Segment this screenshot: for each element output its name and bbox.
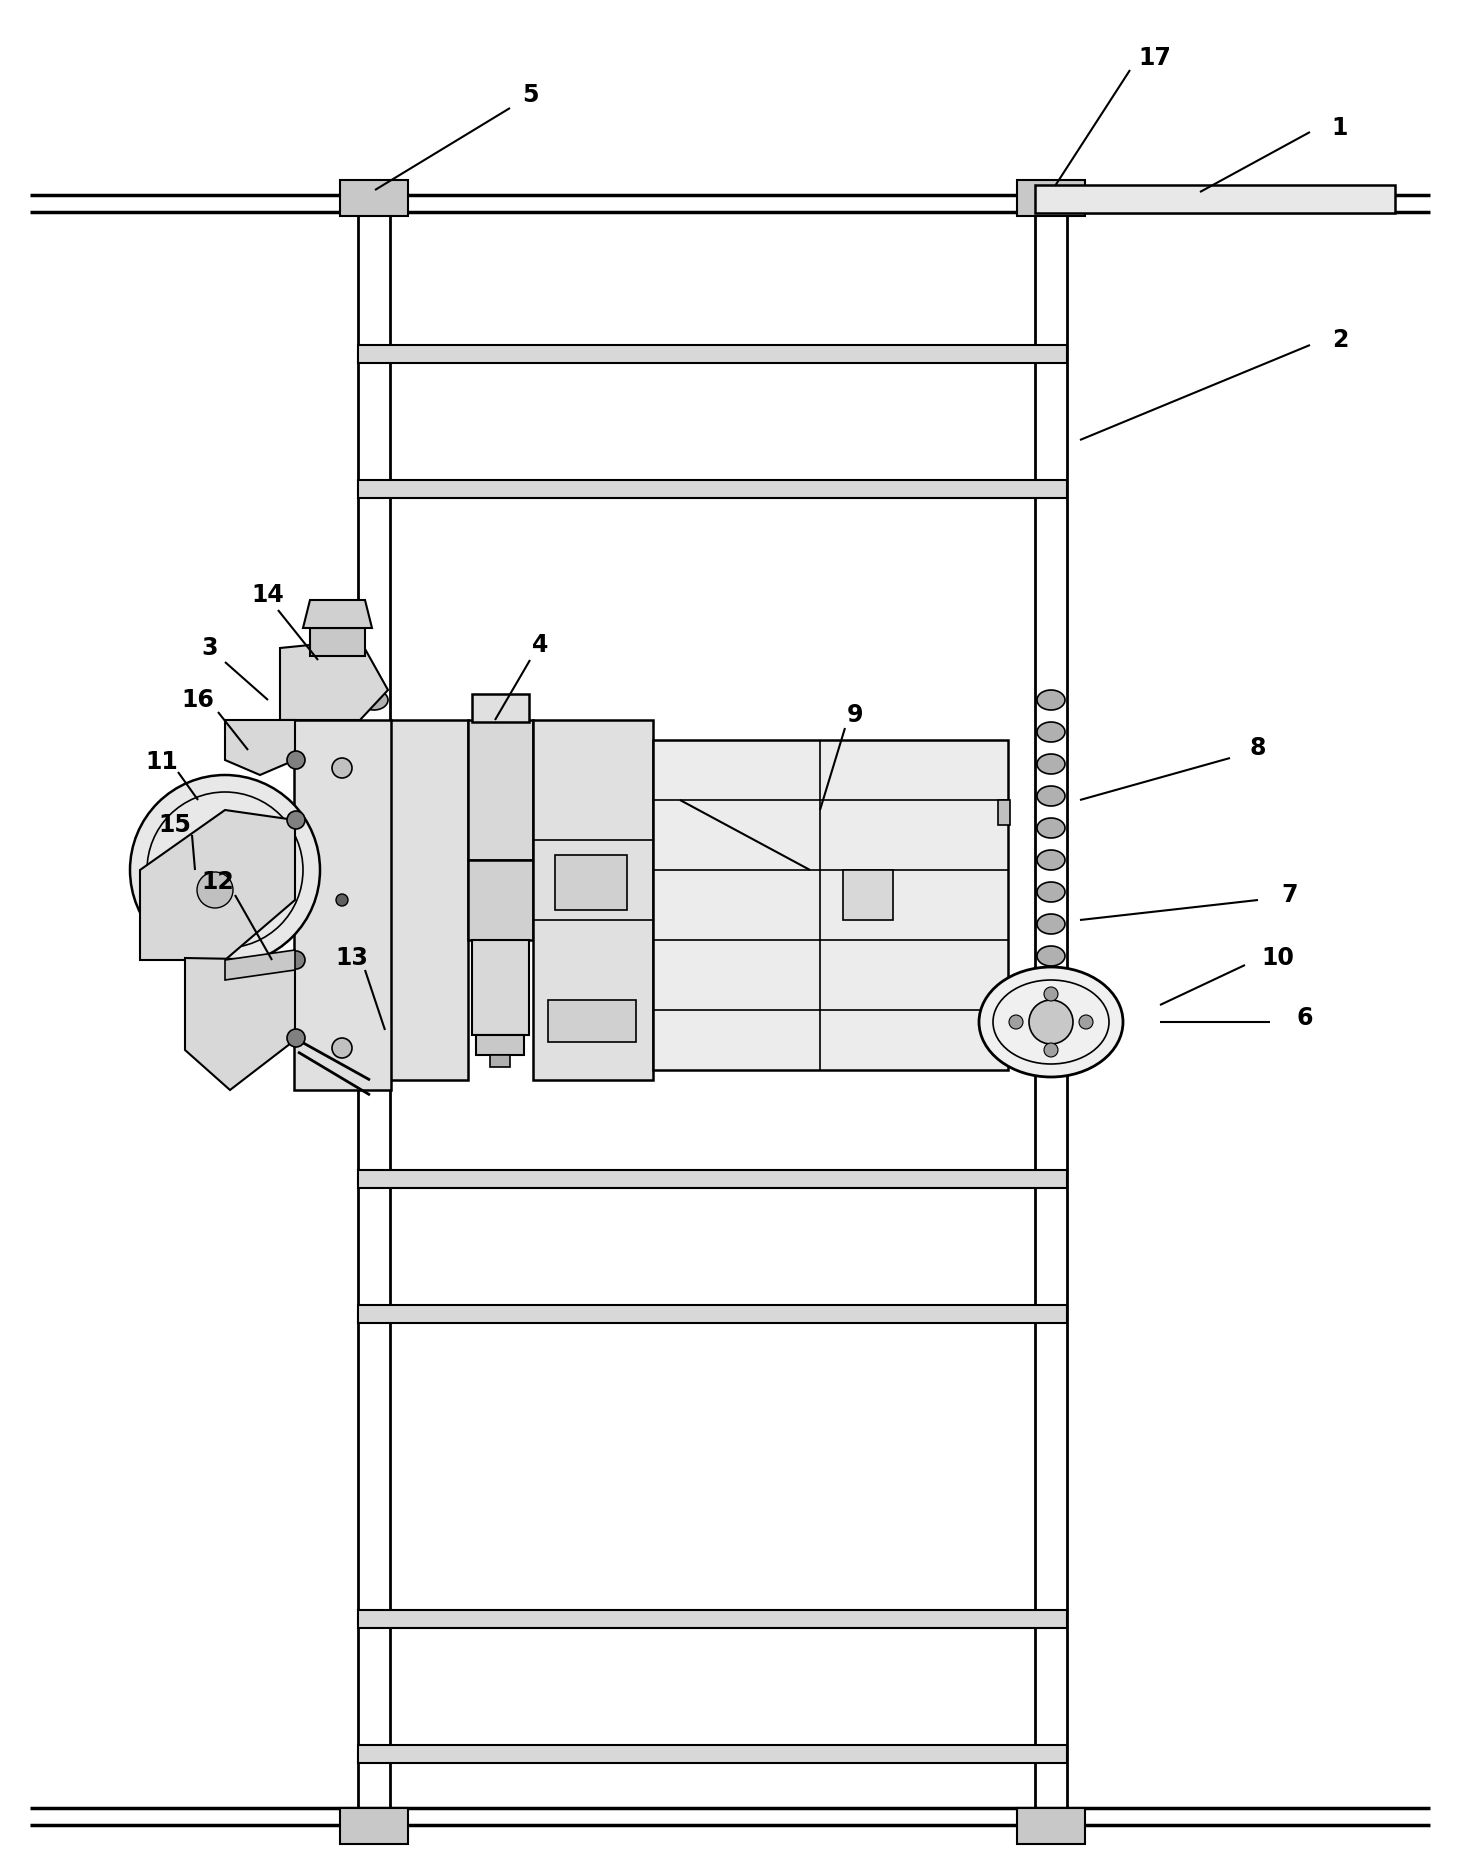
Ellipse shape [130, 776, 320, 964]
Text: 5: 5 [522, 82, 538, 107]
Text: 10: 10 [1261, 946, 1295, 970]
Ellipse shape [1009, 1015, 1023, 1030]
Ellipse shape [206, 852, 243, 888]
Ellipse shape [1037, 1043, 1065, 1062]
Ellipse shape [360, 882, 388, 903]
Ellipse shape [1037, 882, 1065, 903]
Bar [339, 179, 408, 217]
Text: 2: 2 [1331, 327, 1349, 351]
Bar [473, 940, 530, 1035]
Polygon shape [279, 639, 388, 720]
Bar [1034, 185, 1396, 213]
Bar [339, 1807, 408, 1845]
Text: 11: 11 [146, 749, 178, 774]
Text: 7: 7 [1282, 882, 1298, 906]
Ellipse shape [360, 690, 388, 710]
Ellipse shape [360, 787, 388, 806]
Text: 8: 8 [1249, 736, 1267, 761]
Bar [358, 1170, 1067, 1189]
Bar [358, 480, 1067, 497]
Polygon shape [303, 600, 372, 628]
Text: 6: 6 [1296, 1006, 1314, 1030]
Bar [468, 860, 533, 940]
Ellipse shape [1045, 987, 1058, 1002]
Ellipse shape [1037, 690, 1065, 710]
Bar [475, 1035, 524, 1054]
Ellipse shape [1028, 1000, 1072, 1045]
Ellipse shape [336, 893, 348, 906]
Ellipse shape [1037, 787, 1065, 806]
Ellipse shape [1037, 850, 1065, 869]
Bar [554, 854, 628, 910]
Ellipse shape [187, 832, 263, 908]
Ellipse shape [360, 850, 388, 869]
Polygon shape [225, 949, 296, 979]
Polygon shape [184, 959, 296, 1090]
Ellipse shape [1037, 819, 1065, 837]
Bar [358, 1746, 1067, 1762]
Bar [843, 869, 892, 920]
Ellipse shape [1045, 1043, 1058, 1058]
Ellipse shape [360, 753, 388, 774]
Bar [310, 628, 364, 656]
Text: 17: 17 [1138, 47, 1172, 69]
Ellipse shape [287, 811, 304, 830]
Bar [1017, 1807, 1086, 1845]
Bar [358, 1305, 1067, 1323]
Bar [468, 720, 533, 860]
Ellipse shape [1037, 977, 1065, 998]
Ellipse shape [360, 1043, 388, 1062]
Text: 4: 4 [533, 634, 549, 658]
Ellipse shape [332, 759, 353, 778]
Ellipse shape [360, 914, 388, 934]
Text: 1: 1 [1331, 116, 1349, 140]
Bar [549, 1000, 636, 1043]
Bar [533, 720, 652, 1080]
Ellipse shape [1037, 753, 1065, 774]
Text: 16: 16 [181, 688, 215, 712]
Text: 15: 15 [158, 813, 192, 837]
Ellipse shape [1080, 1015, 1093, 1030]
Bar [473, 693, 530, 721]
Polygon shape [225, 720, 296, 776]
Ellipse shape [360, 819, 388, 837]
Ellipse shape [979, 966, 1124, 1077]
Ellipse shape [287, 751, 304, 768]
Ellipse shape [360, 721, 388, 742]
Bar [358, 1609, 1067, 1628]
Ellipse shape [1037, 1009, 1065, 1030]
Text: 13: 13 [335, 946, 369, 970]
Polygon shape [140, 809, 296, 961]
Text: 9: 9 [847, 703, 863, 727]
Ellipse shape [1037, 721, 1065, 742]
Ellipse shape [287, 951, 304, 968]
Ellipse shape [360, 1009, 388, 1030]
Ellipse shape [1037, 946, 1065, 966]
Bar [1017, 179, 1086, 217]
Bar [358, 346, 1067, 363]
Ellipse shape [332, 1037, 353, 1058]
Bar [998, 800, 1009, 824]
Ellipse shape [360, 946, 388, 966]
Text: 14: 14 [252, 583, 284, 607]
Bar [490, 1054, 511, 1067]
Ellipse shape [287, 1030, 304, 1047]
Ellipse shape [1037, 914, 1065, 934]
Ellipse shape [198, 873, 233, 908]
Ellipse shape [360, 977, 388, 998]
Text: 3: 3 [202, 635, 218, 660]
Bar [391, 720, 468, 1080]
Text: 12: 12 [202, 869, 234, 893]
Bar [652, 740, 1008, 1069]
Bar [294, 720, 391, 1090]
